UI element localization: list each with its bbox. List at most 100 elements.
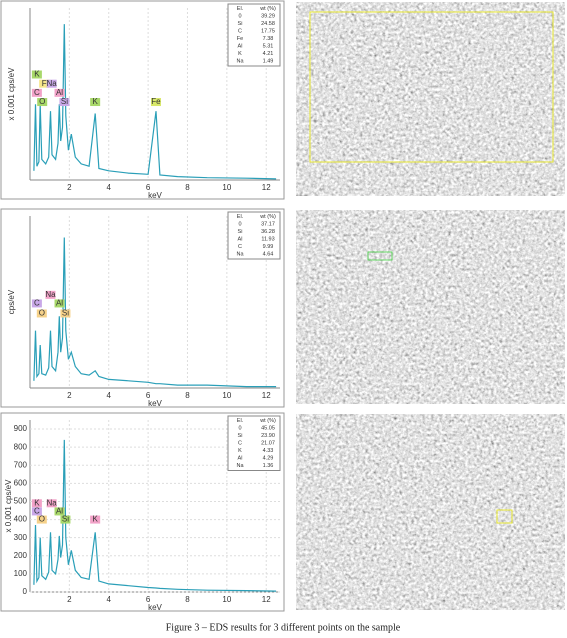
element-tag [31, 299, 42, 308]
composition-table: El. wt (%) 0 45.05 Si 23.90 C 21.07 K 4.33 Al 4.29 N… [227, 415, 281, 471]
spectrum-line [33, 237, 277, 388]
x-tick-label: 8 [185, 183, 190, 192]
element-tag [59, 98, 70, 107]
table-cell: 1.36 [263, 463, 274, 469]
x-tick-label: 8 [185, 595, 190, 604]
table-cell: Na [236, 463, 244, 469]
table-cell: 4.29 [263, 456, 274, 462]
x-tick-label: 12 [262, 391, 271, 400]
element-label: Na [47, 79, 58, 88]
table-cell: Fe [237, 36, 243, 42]
x-tick-label: 4 [107, 391, 112, 400]
element-tag [39, 79, 50, 88]
element-tag [60, 515, 71, 524]
x-tick-label: 12 [262, 183, 271, 192]
table-border [227, 3, 281, 67]
y-tick-label: 900 [14, 424, 28, 433]
y-tick-label: 600 [14, 478, 28, 487]
table-cell: Si [238, 21, 243, 27]
x-tick-label: 10 [222, 595, 231, 604]
composition-table: El. wt (%) 0 39.29 Si 24.58 C 17.75 Fe 7.38 Al 5.31… [227, 3, 281, 67]
panel-border [0, 412, 285, 612]
spectrum-line [33, 439, 277, 592]
y-tick-label: 100 [14, 569, 28, 578]
spectrum-line [33, 24, 277, 180]
x-axis-label: keV [148, 399, 162, 408]
element-tag [150, 98, 161, 107]
table-cell: 0 [238, 14, 241, 20]
x-tick-label: 6 [146, 183, 151, 192]
composition-table: El. wt (%) 0 37.17 Si 36.28 Al 11.93 C 9.99 Na 4.64 [227, 211, 281, 260]
panel-border [0, 0, 285, 200]
element-tag [45, 290, 56, 299]
element-tag [36, 309, 47, 318]
table-cell: 17.75 [261, 29, 275, 35]
element-tag [31, 499, 42, 508]
table-cell: 5.31 [263, 44, 274, 50]
sem-image-3 [296, 414, 565, 610]
y-tick-label: 0 [23, 587, 28, 596]
element-label: K [34, 70, 40, 79]
table-cell: Na [236, 252, 244, 258]
table-cell: 9.99 [263, 244, 274, 250]
element-label: C [34, 88, 40, 97]
table-cell: 4.21 [263, 51, 274, 57]
table-cell: C [238, 441, 242, 447]
element-label: K [92, 97, 98, 106]
y-tick-label: 800 [14, 442, 28, 451]
table-cell: 23.90 [261, 433, 275, 439]
x-tick-label: 6 [146, 595, 151, 604]
table-cell: 24.58 [261, 21, 275, 27]
table-header: El. [237, 418, 244, 424]
table-header: El. [237, 214, 244, 220]
table-cell: Al [238, 456, 243, 462]
element-tag [60, 309, 71, 318]
panel-border [0, 208, 285, 408]
x-tick-label: 10 [222, 183, 231, 192]
element-tag [90, 515, 101, 524]
element-label: C [34, 299, 40, 308]
element-label: O [39, 515, 45, 524]
x-tick-label: 10 [222, 391, 231, 400]
element-tag [36, 515, 47, 524]
table-cell: 7.38 [263, 36, 274, 42]
element-tag [90, 98, 101, 107]
x-tick-label: 12 [262, 595, 271, 604]
table-header: wt (%) [259, 214, 276, 220]
y-tick-label: 700 [14, 460, 28, 469]
table-cell: 1.49 [263, 59, 274, 65]
x-tick-label: 2 [67, 391, 72, 400]
element-label: K [92, 515, 98, 524]
element-tag [54, 299, 65, 308]
table-header: wt (%) [259, 6, 276, 12]
table-cell: 4.64 [263, 252, 274, 258]
element-label: Fe [151, 97, 161, 106]
x-tick-label: 4 [107, 595, 112, 604]
table-cell: 11.93 [261, 237, 274, 243]
element-tag [31, 507, 42, 516]
x-tick-label: 8 [185, 391, 190, 400]
x-tick-label: 2 [67, 595, 72, 604]
table-cell: 4.33 [263, 448, 274, 454]
sem-image-2 [296, 210, 565, 404]
element-tag [37, 98, 48, 107]
x-axis-label: keV [148, 191, 162, 200]
table-header: wt (%) [259, 418, 276, 424]
y-tick-label: 400 [14, 515, 28, 524]
x-axis-label: keV [148, 603, 162, 612]
element-tag [54, 88, 65, 97]
table-cell: Na [236, 59, 244, 65]
element-label: Si [61, 97, 68, 106]
table-cell: 45.05 [261, 426, 275, 432]
y-axis-label: x 0.001 cps/eV [7, 67, 16, 121]
element-label: Na [47, 498, 58, 507]
table-cell: Si [238, 229, 243, 235]
x-tick-label: 6 [146, 391, 151, 400]
table-border [227, 415, 281, 471]
table-cell: Al [238, 44, 243, 50]
element-label: Al [56, 88, 63, 97]
table-header: El. [237, 6, 244, 12]
element-label: K [34, 498, 40, 507]
x-tick-label: 4 [107, 183, 112, 192]
